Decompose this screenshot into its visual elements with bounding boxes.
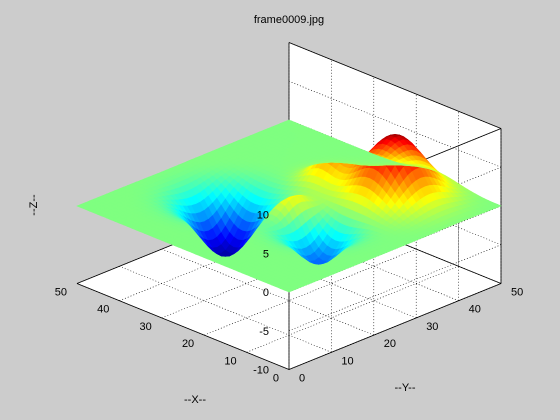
box-edge	[76, 283, 290, 370]
z-axis-label: --Z--	[28, 194, 40, 216]
surface	[76, 119, 502, 293]
y-tick-label: 20	[384, 338, 396, 350]
y-tick-label: 50	[511, 287, 523, 299]
z-tick-label: 0	[263, 287, 269, 299]
grid-floor-x	[204, 248, 417, 336]
box-edge	[288, 283, 502, 370]
y-tick-label: 30	[426, 321, 438, 333]
grid-floor-y	[161, 248, 374, 336]
chart-title: frame0009.jpg	[254, 14, 324, 26]
z-tick-label: 10	[257, 210, 269, 222]
y-tick-label: 0	[299, 373, 305, 385]
y-axis-label: --Y--	[395, 382, 416, 394]
x-tick-label: 50	[55, 287, 67, 299]
grid-wall-z-y	[288, 80, 502, 168]
y-tick-label: 10	[341, 355, 353, 367]
x-tick-label: 30	[140, 321, 152, 333]
x-tick-label: 20	[182, 338, 194, 350]
x-tick-label: 0	[273, 373, 279, 385]
grid-floor-y	[119, 266, 332, 353]
z-tick-label: -10	[253, 365, 269, 377]
tick-labels: 0 10 20 30 40 50 0 10 20 30 40 50 -10 -5 0 5 10	[55, 210, 524, 385]
y-tick-label: 40	[469, 304, 481, 316]
box-edge	[288, 42, 502, 129]
x-tick-label: 10	[224, 355, 236, 367]
grid-floor-x	[246, 266, 459, 353]
surface-patch	[284, 119, 294, 124]
x-tick-label: 40	[97, 304, 109, 316]
z-tick-label: -5	[259, 326, 269, 338]
x-axis-label: --X--	[184, 394, 206, 406]
grid-wall-z-x	[288, 244, 502, 332]
z-tick-label: 5	[263, 248, 269, 260]
